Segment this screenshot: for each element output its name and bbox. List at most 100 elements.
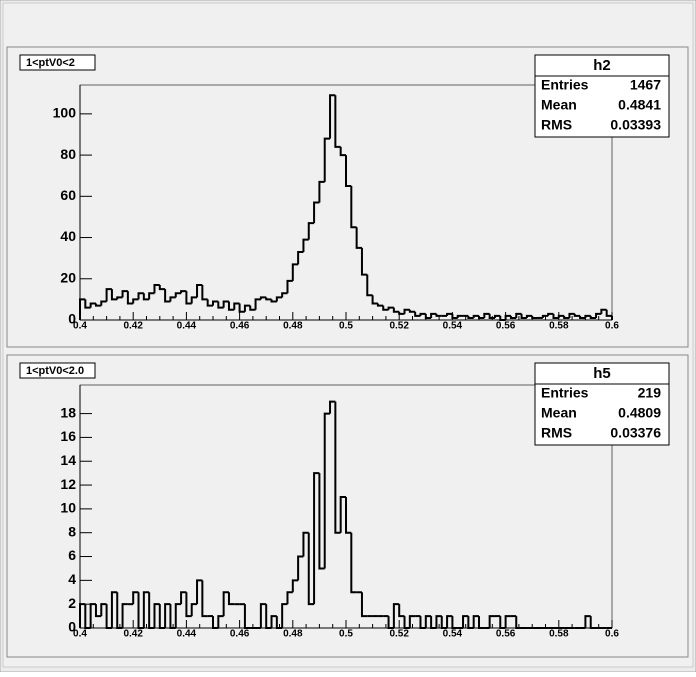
stats-label: Entries <box>541 385 589 401</box>
histogram-bin <box>360 247 368 276</box>
histogram-bin <box>281 603 288 628</box>
x-tick-label: 0.44 <box>177 629 197 640</box>
x-tick-label: 0.54 <box>443 629 463 640</box>
histogram-bin <box>265 297 272 301</box>
histogram-bin <box>584 314 591 318</box>
stats-label: Mean <box>541 97 577 113</box>
histogram-bin <box>110 289 118 301</box>
histogram-bin <box>552 313 559 319</box>
histogram-bin <box>451 313 458 319</box>
histogram-bin <box>323 137 331 182</box>
histogram-bin <box>307 532 315 606</box>
x-tick-label: 0.6 <box>605 321 619 332</box>
x-tick-label: 0.42 <box>123 321 143 332</box>
histogram-bin <box>430 312 437 318</box>
x-tick-label: 0.48 <box>283 629 303 640</box>
histogram-bin <box>281 292 288 298</box>
histogram-bin <box>222 300 229 308</box>
histogram-bin <box>451 616 458 629</box>
histogram-bin <box>110 591 118 628</box>
histogram-bin <box>493 314 501 318</box>
histogram-bin <box>243 604 251 629</box>
x-tick-label: 0.52 <box>389 321 409 332</box>
histogram-bin <box>339 146 346 157</box>
histogram-bin <box>275 616 283 629</box>
histogram-bin <box>137 292 144 300</box>
histogram-bin <box>424 615 432 628</box>
histogram-bin <box>504 615 511 628</box>
histogram-bin <box>467 616 474 629</box>
histogram-bin <box>387 616 394 629</box>
histogram-bin <box>212 300 219 306</box>
histogram-bin <box>345 496 352 534</box>
histogram-bin <box>291 579 299 593</box>
histogram-bin <box>121 603 128 628</box>
x-tick-label: 0.58 <box>549 321 569 332</box>
histogram-bin <box>600 308 607 314</box>
histogram-bin <box>584 615 591 628</box>
histogram-bin <box>424 313 432 319</box>
histogram-bin <box>137 592 144 629</box>
histogram-bin <box>499 315 506 321</box>
histogram-bin <box>105 288 112 302</box>
histogram-bin <box>499 616 506 629</box>
histogram-bin <box>408 615 416 628</box>
histogram-bin <box>105 604 112 629</box>
stats-label: Entries <box>541 77 589 93</box>
stats-label: RMS <box>541 425 572 441</box>
histogram-bin <box>589 315 597 319</box>
histogram-bin <box>541 314 549 318</box>
histogram-bin <box>212 616 219 629</box>
stats-value: 0.03393 <box>610 117 661 133</box>
histogram-bin <box>196 283 203 298</box>
histogram-bin <box>334 401 341 534</box>
y-tick-label: 60 <box>60 187 76 203</box>
histogram-bin <box>446 615 453 628</box>
histogram-bin <box>233 302 240 310</box>
histogram-bin <box>366 274 373 297</box>
y-tick-label: 80 <box>60 146 76 162</box>
histogram-bin <box>478 616 485 629</box>
histogram-bin <box>440 616 448 629</box>
histogram-bin <box>313 472 320 605</box>
histogram-bin <box>217 615 224 628</box>
histogram-bin <box>568 312 575 318</box>
histogram-bin <box>169 296 176 302</box>
y-tick-label: 40 <box>60 228 76 244</box>
histogram-bin <box>334 95 341 148</box>
stats-label: RMS <box>541 117 572 133</box>
histogram-bin <box>238 303 245 313</box>
histogram-bin <box>132 591 139 605</box>
y-tick-label: 14 <box>60 452 76 468</box>
histogram-bin <box>547 312 554 316</box>
x-tick-label: 0.52 <box>389 629 409 640</box>
histogram-bin <box>392 603 400 628</box>
histogram-bin <box>579 315 586 319</box>
x-tick-label: 0.42 <box>123 629 143 640</box>
histogram-bin <box>243 304 251 312</box>
histogram-bin <box>403 308 410 314</box>
histogram-bin <box>520 313 527 319</box>
histogram-bin <box>94 604 102 618</box>
histogram-bin <box>116 296 123 300</box>
stats-value: 1467 <box>630 77 661 93</box>
histogram-bin <box>270 299 277 303</box>
histogram-bin <box>227 592 235 606</box>
x-tick-label: 0.6 <box>605 629 619 640</box>
stats-box <box>534 362 670 446</box>
histogram-bin <box>121 290 128 298</box>
histogram-bin <box>387 306 394 310</box>
histogram-bin <box>382 305 389 311</box>
histogram-bin <box>435 313 442 317</box>
histogram-bin <box>297 250 304 265</box>
histogram-bin <box>100 603 107 617</box>
histogram-bin <box>190 296 198 304</box>
histogram-bin <box>190 603 198 617</box>
histogram-bin <box>419 312 426 316</box>
y-tick-label: 0 <box>68 311 76 327</box>
histogram-bin <box>509 315 517 319</box>
histogram-bin <box>472 314 479 318</box>
histogram-bin <box>376 303 384 307</box>
